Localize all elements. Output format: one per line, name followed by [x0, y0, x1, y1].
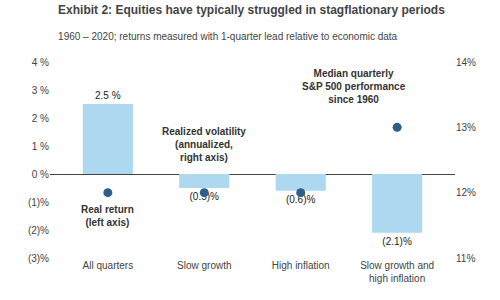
- svg-text:2.5 %: 2.5 %: [95, 90, 121, 101]
- svg-text:4 %: 4 %: [32, 57, 49, 68]
- svg-text:High inflation: High inflation: [272, 260, 330, 271]
- svg-text:1960 – 2020; returns measured: 1960 – 2020; returns measured with 1-qua…: [58, 31, 398, 42]
- svg-text:Realized volatility(annualized: Realized volatility(annualized,right axi…: [162, 126, 246, 163]
- svg-text:(3)%: (3)%: [28, 253, 49, 264]
- svg-text:All quarters: All quarters: [83, 260, 134, 271]
- svg-text:Slow growth: Slow growth: [177, 260, 231, 271]
- svg-text:(0.5)%: (0.5)%: [190, 191, 220, 202]
- svg-text:Exhibit 2: Equities have typic: Exhibit 2: Equities have typically strug…: [58, 3, 445, 17]
- svg-text:(0.6)%: (0.6)%: [286, 194, 316, 205]
- svg-text:Median quarterlyS&P 500 perfor: Median quarterlyS&P 500 performancesince…: [302, 68, 406, 105]
- svg-text:14%: 14%: [456, 57, 476, 68]
- svg-text:12%: 12%: [456, 187, 476, 198]
- svg-text:1 %: 1 %: [32, 141, 49, 152]
- svg-text:2 %: 2 %: [32, 113, 49, 124]
- svg-text:3 %: 3 %: [32, 85, 49, 96]
- svg-text:Slow growth andhigh inflation: Slow growth andhigh inflation: [360, 260, 434, 284]
- svg-text:11%: 11%: [456, 253, 475, 264]
- svg-text:0 %: 0 %: [32, 169, 49, 180]
- svg-text:Real return(left axis): Real return(left axis): [81, 204, 134, 228]
- svg-text:(2)%: (2)%: [28, 225, 49, 236]
- svg-text:(2.1)%: (2.1)%: [382, 236, 412, 247]
- svg-text:13%: 13%: [456, 122, 476, 133]
- svg-text:(1)%: (1)%: [28, 197, 49, 208]
